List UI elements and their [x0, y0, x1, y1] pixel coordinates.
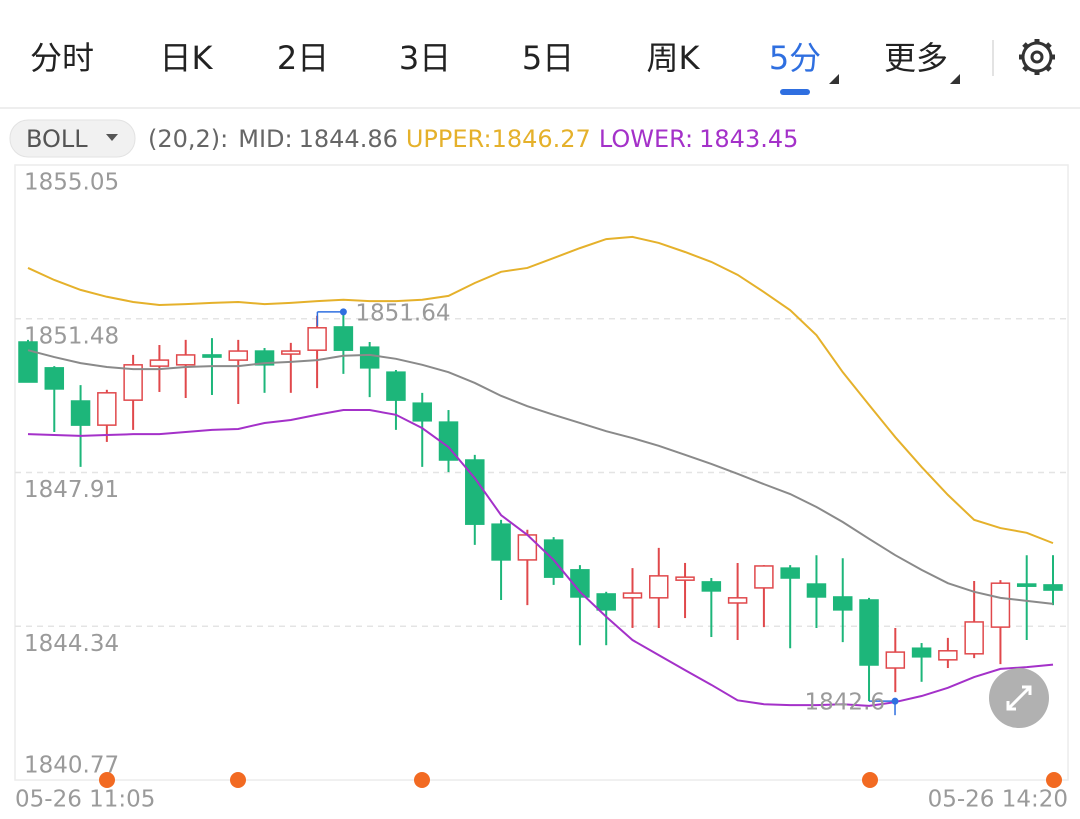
event-marker[interactable]: [862, 772, 878, 788]
settings-icon[interactable]: [1019, 39, 1055, 75]
candle-body: [386, 371, 406, 401]
x-tick-label: 05-26 14:20: [928, 787, 1068, 813]
legend-value: 1843.45: [699, 125, 798, 153]
candle-body: [596, 593, 616, 611]
candle-body: [885, 651, 906, 669]
band-line: [27, 235, 1054, 545]
candle-body: [149, 359, 170, 367]
candle-body: [70, 400, 91, 426]
event-markers: [99, 772, 1062, 788]
candle-body: [175, 354, 196, 366]
candle-body: [281, 350, 301, 355]
candle-body: [44, 367, 65, 390]
candle-body: [938, 650, 958, 661]
candle-body: [359, 346, 380, 369]
candle-body: [780, 567, 800, 579]
y-tick-label: 1844.34: [24, 631, 119, 657]
candle-body: [412, 402, 432, 422]
candle-body: [517, 534, 538, 561]
candle-body: [97, 392, 117, 426]
candle-body: [570, 569, 590, 598]
candle-body: [307, 327, 327, 351]
candle-body: [333, 326, 354, 351]
candle-body: [254, 350, 275, 366]
candle-body: [18, 341, 38, 383]
tab-caret: [829, 74, 839, 84]
indicator-pill[interactable]: [9, 119, 136, 158]
y-tick-label: 1847.91: [24, 477, 119, 503]
candle-body: [964, 621, 984, 655]
tab[interactable]: 更多: [884, 39, 948, 77]
x-tick-label: 05-26 11:05: [15, 787, 155, 813]
gear-teeth: [1019, 39, 1055, 75]
legend-value: 1844.86: [299, 125, 398, 153]
legend-name: UPPER:: [406, 125, 492, 153]
candle-body: [228, 350, 249, 361]
zoom-arrows: [1006, 685, 1032, 711]
legend-params: (20,2):: [148, 125, 228, 153]
candle-body: [202, 354, 222, 358]
candle-body: [806, 583, 827, 598]
candle-body: [754, 565, 774, 589]
legend-value: 1846.27: [492, 125, 591, 153]
tab[interactable]: 3日: [399, 39, 451, 77]
candle-body: [491, 523, 511, 561]
indicator-name[interactable]: BOLL: [26, 125, 88, 153]
tab[interactable]: 分时: [30, 39, 94, 77]
tab-caret: [950, 74, 960, 84]
event-marker[interactable]: [414, 772, 430, 788]
legend-name: MID:: [238, 125, 292, 153]
extreme-dot: [891, 697, 899, 705]
gear-hub: [1030, 50, 1044, 64]
zoom-button[interactable]: [989, 668, 1049, 728]
extreme-label: 1851.64: [355, 300, 450, 326]
tab[interactable]: 2日: [277, 39, 329, 77]
tab[interactable]: 周K: [647, 39, 701, 77]
candle-body: [1016, 583, 1037, 587]
tab[interactable]: 5分: [769, 39, 821, 77]
candle-body: [911, 647, 932, 658]
candle-body: [123, 364, 143, 401]
y-tick-label: 1855.05: [24, 170, 119, 196]
tab[interactable]: 日K: [160, 39, 214, 77]
legend: (20,2): MID: 1844.86 UPPER:1846.27 LOWER: 184…: [148, 125, 798, 153]
candle-body: [675, 576, 695, 581]
tab-underline: [780, 89, 810, 95]
candle-body: [727, 597, 748, 604]
candle-body: [832, 596, 853, 611]
candle-body: [701, 581, 722, 592]
band-line: [27, 349, 1054, 605]
candle-body: [859, 599, 879, 666]
extreme-dot: [339, 308, 347, 316]
event-marker[interactable]: [1046, 772, 1062, 788]
candle-body: [649, 575, 669, 599]
band-line: [27, 409, 1054, 707]
tab[interactable]: 5日: [522, 39, 574, 77]
y-tick-label: 1851.48: [24, 323, 119, 349]
event-marker[interactable]: [230, 772, 246, 788]
dropdown-arrow: [106, 134, 118, 141]
legend-name: LOWER:: [599, 125, 693, 153]
extreme-label: 1842.6: [805, 690, 885, 716]
candle-body: [622, 592, 643, 599]
event-marker[interactable]: [99, 772, 115, 788]
candle-body: [1043, 584, 1063, 591]
candle-body: [990, 582, 1011, 628]
